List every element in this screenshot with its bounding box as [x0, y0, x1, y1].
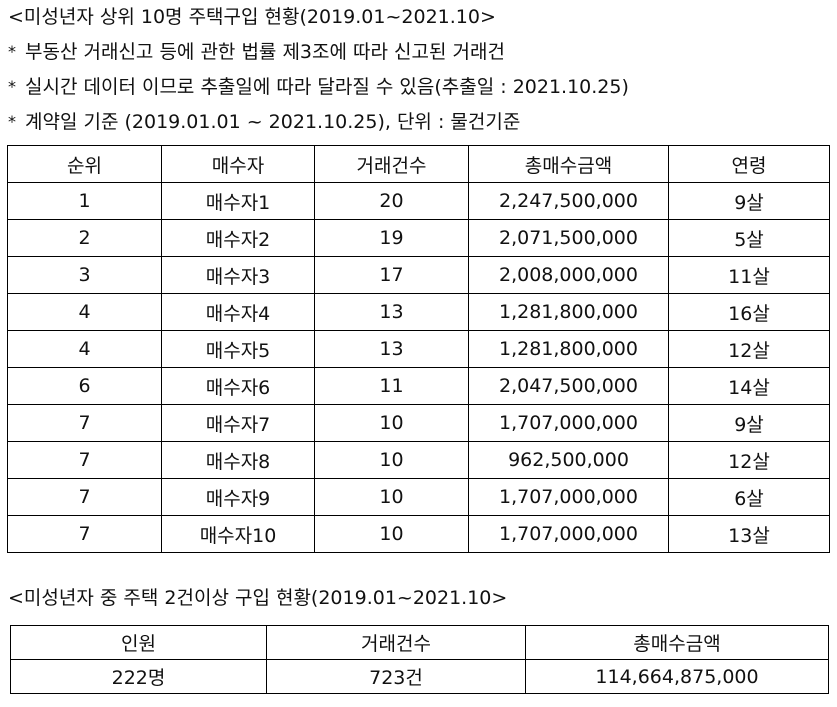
rank-cell: 1 — [7, 182, 162, 220]
col-people-header: 인원 — [10, 625, 267, 660]
table-header-row: 인원 거래건수 총매수금액 — [10, 625, 829, 660]
buyer-cell: 매수자9 — [161, 478, 315, 516]
col-deal-count-header: 거래건수 — [266, 625, 526, 660]
table-row: 7 매수자8 10 962,500,000 12살 — [7, 441, 830, 479]
note-1: * 부동산 거래신고 등에 관한 법률 제3조에 따라 신고된 거래건 — [8, 40, 505, 65]
col-buyer-header: 매수자 — [161, 145, 315, 183]
multi-purchase-summary-table: 인원 거래건수 총매수금액 222명 723건 114,664,875,000 — [10, 625, 829, 694]
buyer-cell: 매수자8 — [161, 441, 315, 479]
note-bullet: * — [8, 77, 16, 96]
table-row: 4 매수자5 13 1,281,800,000 12살 — [7, 330, 830, 368]
table-row: 4 매수자4 13 1,281,800,000 16살 — [7, 293, 830, 331]
table-header-row: 순위 매수자 거래건수 총매수금액 연령 — [7, 145, 830, 183]
total-amount-cell: 1,707,000,000 — [468, 515, 669, 553]
table-row: 222명 723건 114,664,875,000 — [10, 659, 829, 694]
total-amount-cell: 2,047,500,000 — [468, 367, 669, 405]
age-cell: 5살 — [668, 219, 830, 257]
age-cell: 12살 — [668, 330, 830, 368]
table-row: 6 매수자6 11 2,047,500,000 14살 — [7, 367, 830, 405]
deal-count-cell: 10 — [314, 404, 469, 442]
deal-count-cell: 17 — [314, 256, 469, 294]
table-row: 7 매수자9 10 1,707,000,000 6살 — [7, 478, 830, 516]
note-text: 계약일 기준 (2019.01.01 ~ 2021.10.25), 단위 : 물… — [25, 111, 521, 133]
col-rank-header: 순위 — [7, 145, 162, 183]
deal-count-cell: 19 — [314, 219, 469, 257]
total-amount-cell: 1,281,800,000 — [468, 293, 669, 331]
total-amount-cell: 1,281,800,000 — [468, 330, 669, 368]
age-cell: 6살 — [668, 478, 830, 516]
rank-cell: 2 — [7, 219, 162, 257]
age-cell: 11살 — [668, 256, 830, 294]
buyer-cell: 매수자5 — [161, 330, 315, 368]
note-2: * 실시간 데이터 이므로 추출일에 따라 달라질 수 있음(추출일 : 2021… — [8, 75, 629, 100]
rank-cell: 4 — [7, 330, 162, 368]
table-row: 3 매수자3 17 2,008,000,000 11살 — [7, 256, 830, 294]
note-bullet: * — [8, 112, 16, 131]
total-amount-cell: 114,664,875,000 — [525, 659, 829, 694]
col-total-amount-header: 총매수금액 — [468, 145, 669, 183]
deal-count-cell: 723건 — [266, 659, 526, 694]
age-cell: 12살 — [668, 441, 830, 479]
col-age-header: 연령 — [668, 145, 830, 183]
rank-cell: 6 — [7, 367, 162, 405]
buyer-cell: 매수자4 — [161, 293, 315, 331]
deal-count-cell: 10 — [314, 478, 469, 516]
deal-count-cell: 10 — [314, 441, 469, 479]
deal-count-cell: 10 — [314, 515, 469, 553]
total-amount-cell: 1,707,000,000 — [468, 404, 669, 442]
heading-multi-purchase: <미성년자 중 주택 2건이상 구입 현황(2019.01~2021.10> — [8, 587, 508, 609]
deal-count-cell: 13 — [314, 293, 469, 331]
total-amount-cell: 962,500,000 — [468, 441, 669, 479]
table-row: 2 매수자2 19 2,071,500,000 5살 — [7, 219, 830, 257]
rank-cell: 7 — [7, 515, 162, 553]
people-cell: 222명 — [10, 659, 267, 694]
col-total-amount-header: 총매수금액 — [525, 625, 829, 660]
note-3: * 계약일 기준 (2019.01.01 ~ 2021.10.25), 단위 : … — [8, 110, 520, 135]
rank-cell: 3 — [7, 256, 162, 294]
age-cell: 9살 — [668, 182, 830, 220]
age-cell: 13살 — [668, 515, 830, 553]
table-row: 1 매수자1 20 2,247,500,000 9살 — [7, 182, 830, 220]
buyer-cell: 매수자7 — [161, 404, 315, 442]
buyer-cell: 매수자6 — [161, 367, 315, 405]
age-cell: 16살 — [668, 293, 830, 331]
note-bullet: * — [8, 42, 16, 61]
total-amount-cell: 2,071,500,000 — [468, 219, 669, 257]
buyer-cell: 매수자10 — [161, 515, 315, 553]
buyer-cell: 매수자1 — [161, 182, 315, 220]
deal-count-cell: 20 — [314, 182, 469, 220]
rank-cell: 4 — [7, 293, 162, 331]
note-text: 부동산 거래신고 등에 관한 법률 제3조에 따라 신고된 거래건 — [25, 41, 505, 63]
deal-count-cell: 11 — [314, 367, 469, 405]
total-amount-cell: 1,707,000,000 — [468, 478, 669, 516]
top10-buyers-table: 순위 매수자 거래건수 총매수금액 연령 1 매수자1 20 2,247,500,00… — [7, 145, 830, 553]
table-row: 7 매수자10 10 1,707,000,000 13살 — [7, 515, 830, 553]
table-row: 7 매수자7 10 1,707,000,000 9살 — [7, 404, 830, 442]
deal-count-cell: 13 — [314, 330, 469, 368]
rank-cell: 7 — [7, 441, 162, 479]
heading-top10: <미성년자 상위 10명 주택구입 현황(2019.01~2021.10> — [8, 6, 496, 28]
rank-cell: 7 — [7, 478, 162, 516]
total-amount-cell: 2,008,000,000 — [468, 256, 669, 294]
total-amount-cell: 2,247,500,000 — [468, 182, 669, 220]
buyer-cell: 매수자2 — [161, 219, 315, 257]
buyer-cell: 매수자3 — [161, 256, 315, 294]
note-text: 실시간 데이터 이므로 추출일에 따라 달라질 수 있음(추출일 : 2021.… — [25, 76, 629, 98]
age-cell: 14살 — [668, 367, 830, 405]
col-deal-count-header: 거래건수 — [314, 145, 469, 183]
age-cell: 9살 — [668, 404, 830, 442]
rank-cell: 7 — [7, 404, 162, 442]
